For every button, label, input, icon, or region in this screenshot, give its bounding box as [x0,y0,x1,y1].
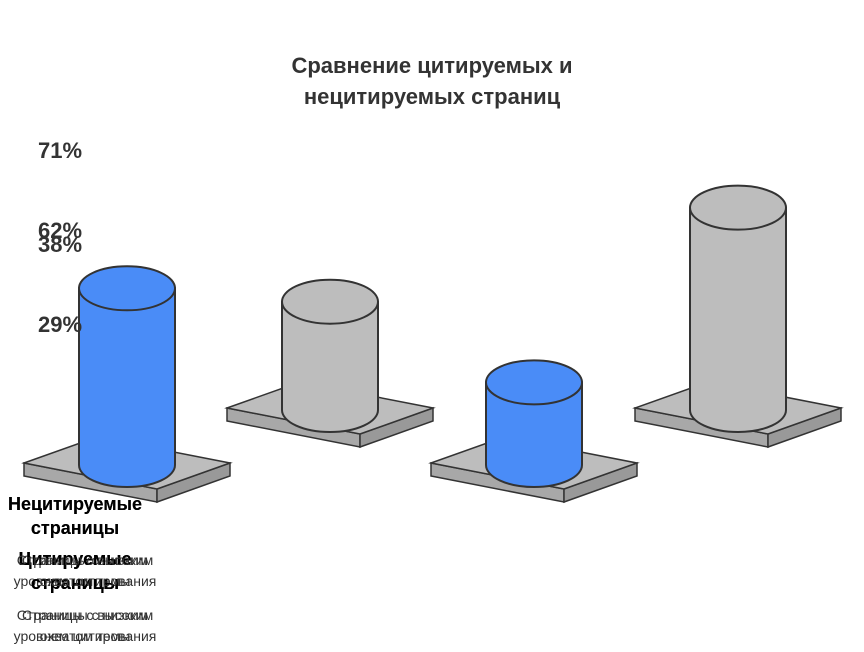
cylinder-body [485,381,583,488]
cylinder-top [281,278,379,325]
cylinder-body [689,206,787,433]
description: Страницы с высоким охватом темы [16,607,154,644]
category-label: Нецитируемые страницы [7,494,143,538]
category-label: Цитируемые страницы [18,549,132,593]
value-label: 62% [37,218,83,244]
value-label: 38% [37,231,83,257]
category-label: Нецитируемые страницы [7,494,143,538]
value-label: 71% [37,137,83,163]
description: Страницы с низким уровнем цитирования [13,552,157,589]
cylinder-body [281,300,379,433]
category-label: Цитируемые страницы [18,549,132,593]
description: Страницы с высоким охватом темы [16,552,154,589]
value-label: 29% [37,312,83,338]
cylinder-top [689,184,787,231]
cylinder-top [78,265,176,312]
description: Страницы с низким уровнем цитирования [13,607,157,644]
cylinder-top [485,359,583,406]
chart-title: Сравнение цитируемых и нецитируемых стра… [291,53,573,109]
cylinder-body [78,287,176,488]
